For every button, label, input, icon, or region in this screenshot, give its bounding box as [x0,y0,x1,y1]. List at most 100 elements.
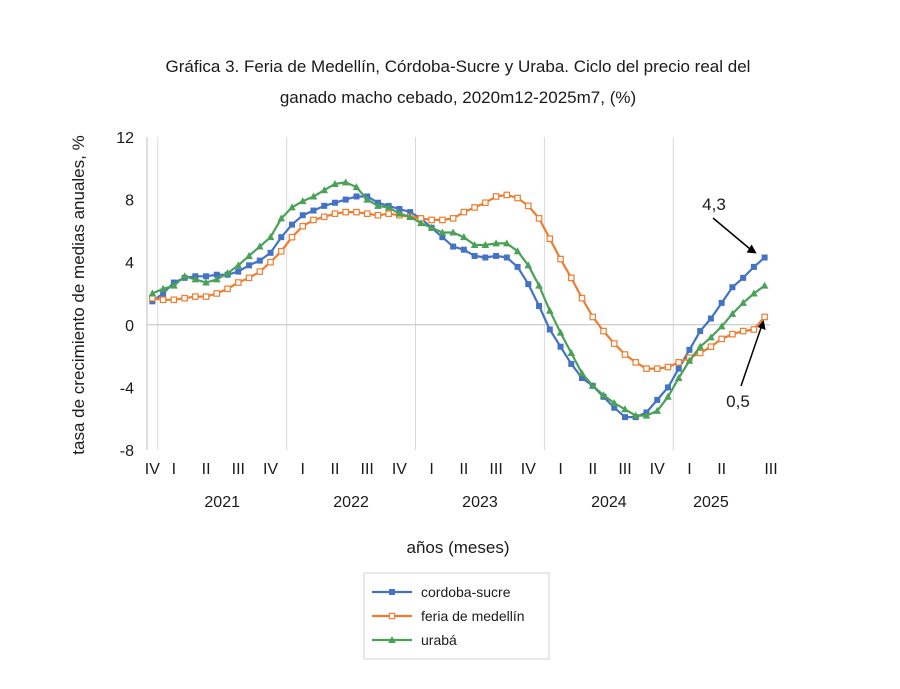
series-1-point-24 [396,205,403,212]
series-2-point-14 [288,233,296,241]
series-1-point-19 [342,196,349,203]
series-3-point-23 [384,203,393,211]
x-quarter-label-18: I [687,461,691,478]
x-year-label-4: 2024 [591,494,627,511]
x-year-label-3: 2023 [462,494,498,511]
series-3-point-2 [159,284,167,292]
series-2-point-7 [213,290,221,297]
series-3-point-10 [245,251,253,259]
series-2-point-37 [535,215,543,222]
x-quarter-label-9: IV [392,461,407,478]
x-quarter-label-11: II [459,461,468,478]
series-3-point-14 [288,203,296,211]
series-3-point-24 [395,209,404,217]
series-1-point-49 [664,384,671,391]
series-2-point-15 [299,222,307,230]
series-2-point-2 [159,296,167,304]
x-quarter-label-8: III [361,461,374,478]
series-3-point-55 [728,309,737,317]
series-3-point-13 [277,214,286,222]
gridlines [157,137,674,450]
series-1-point-41 [579,375,586,382]
series-1-point-12 [267,249,274,256]
x-axis-label: años (meses) [407,538,510,557]
series-3-point-31 [470,240,479,248]
legend: cordoba-sucre feria de medellín urabá [363,572,550,660]
series-3-point-29 [449,228,457,236]
series-3-point-56 [739,298,747,306]
series-3-point-48 [653,406,662,414]
x-quarter-label-1: IV [145,461,160,478]
x-axis-year-labels: 2021 2022 2023 2024 2025 [204,494,728,511]
series-2-point-56 [739,327,747,335]
series-3-point-7 [213,275,221,283]
x-year-label-5: 2025 [693,494,729,511]
series-1-point-58 [761,254,768,261]
x-quarter-label-2: I [172,461,176,478]
x-quarter-label-3: II [202,461,211,478]
series-1-point-7 [213,271,220,278]
series-3-point-58 [760,281,769,289]
x-quarter-label-16: III [618,461,631,478]
series-2-point-29 [449,215,457,222]
series-3-point-27 [427,223,436,231]
series-2-point-53 [707,343,715,351]
chart-title-line-1: Gráfica 3. Feria de Medellín, Córdoba-Su… [166,57,751,76]
legend-label-3: urabá [421,632,457,648]
series-1-point-6 [203,273,210,280]
series-2-point-19 [342,208,350,216]
series-1-point-30 [460,246,467,253]
x-quarter-label-6: I [301,461,305,478]
series-2-point-33 [492,193,500,200]
series-3 [148,178,769,419]
series-3-point-16 [309,192,318,200]
series-3-point-49 [664,392,672,400]
series-3-point-5 [191,275,200,283]
series-2-point-54 [718,335,725,343]
series-2-point-44 [610,340,618,347]
series-3-point-3 [170,281,178,289]
series-2-point-23 [385,210,392,217]
x-quarter-label-13: IV [521,461,536,478]
series-3-point-6 [202,278,210,286]
x-quarter-label-5: IV [263,461,278,478]
x-quarter-label-12: III [489,461,502,478]
series-2-point-8 [224,285,231,293]
x-quarter-label-17: IV [650,461,665,478]
x-axis-ticks: IV I II III IV I II III IV I II III IV I II III IV I II III [145,461,778,478]
series-1-point-2 [160,290,167,297]
series-1-point-51 [686,346,693,353]
series-3-point-33 [492,239,500,247]
legend-label-1: cordoba-sucre [421,584,511,600]
series-2-point-35 [514,194,521,202]
series-1-point-53 [707,315,714,322]
chart-title-line-2: ganado macho cebado, 2020m12-2025m7, (%) [280,88,636,107]
series-2-point-42 [589,313,597,321]
series-3-point-18 [331,179,339,187]
series-2-point-18 [331,210,339,217]
series-2-point-34 [503,191,511,199]
series-3-point-51 [685,356,694,364]
series-1-point-57 [750,263,757,270]
series-1-point-33 [493,252,500,259]
series-3-point-32 [481,240,490,248]
series-1-point-37 [536,303,543,310]
series-2-point-20 [353,208,360,216]
series-2-point-16 [310,216,317,224]
series-3-point-43 [599,391,608,399]
annotation-arrow-1 [712,217,752,251]
series-1-point-29 [450,243,457,250]
series-2-point-3 [170,296,178,304]
series-2-point-31 [471,204,478,211]
series-1-point-15 [299,212,306,219]
series-3-point-21 [363,195,371,203]
series-1-point-17 [321,202,328,209]
series-3-point-8 [223,269,232,277]
series-3-point-42 [588,381,597,389]
series-3-point-22 [374,201,382,209]
series-2-point-5 [192,293,199,300]
series-2-point-57 [750,326,758,333]
series-1-point-11 [256,257,263,264]
series-group [148,178,769,421]
series-1-point-45 [621,414,628,421]
